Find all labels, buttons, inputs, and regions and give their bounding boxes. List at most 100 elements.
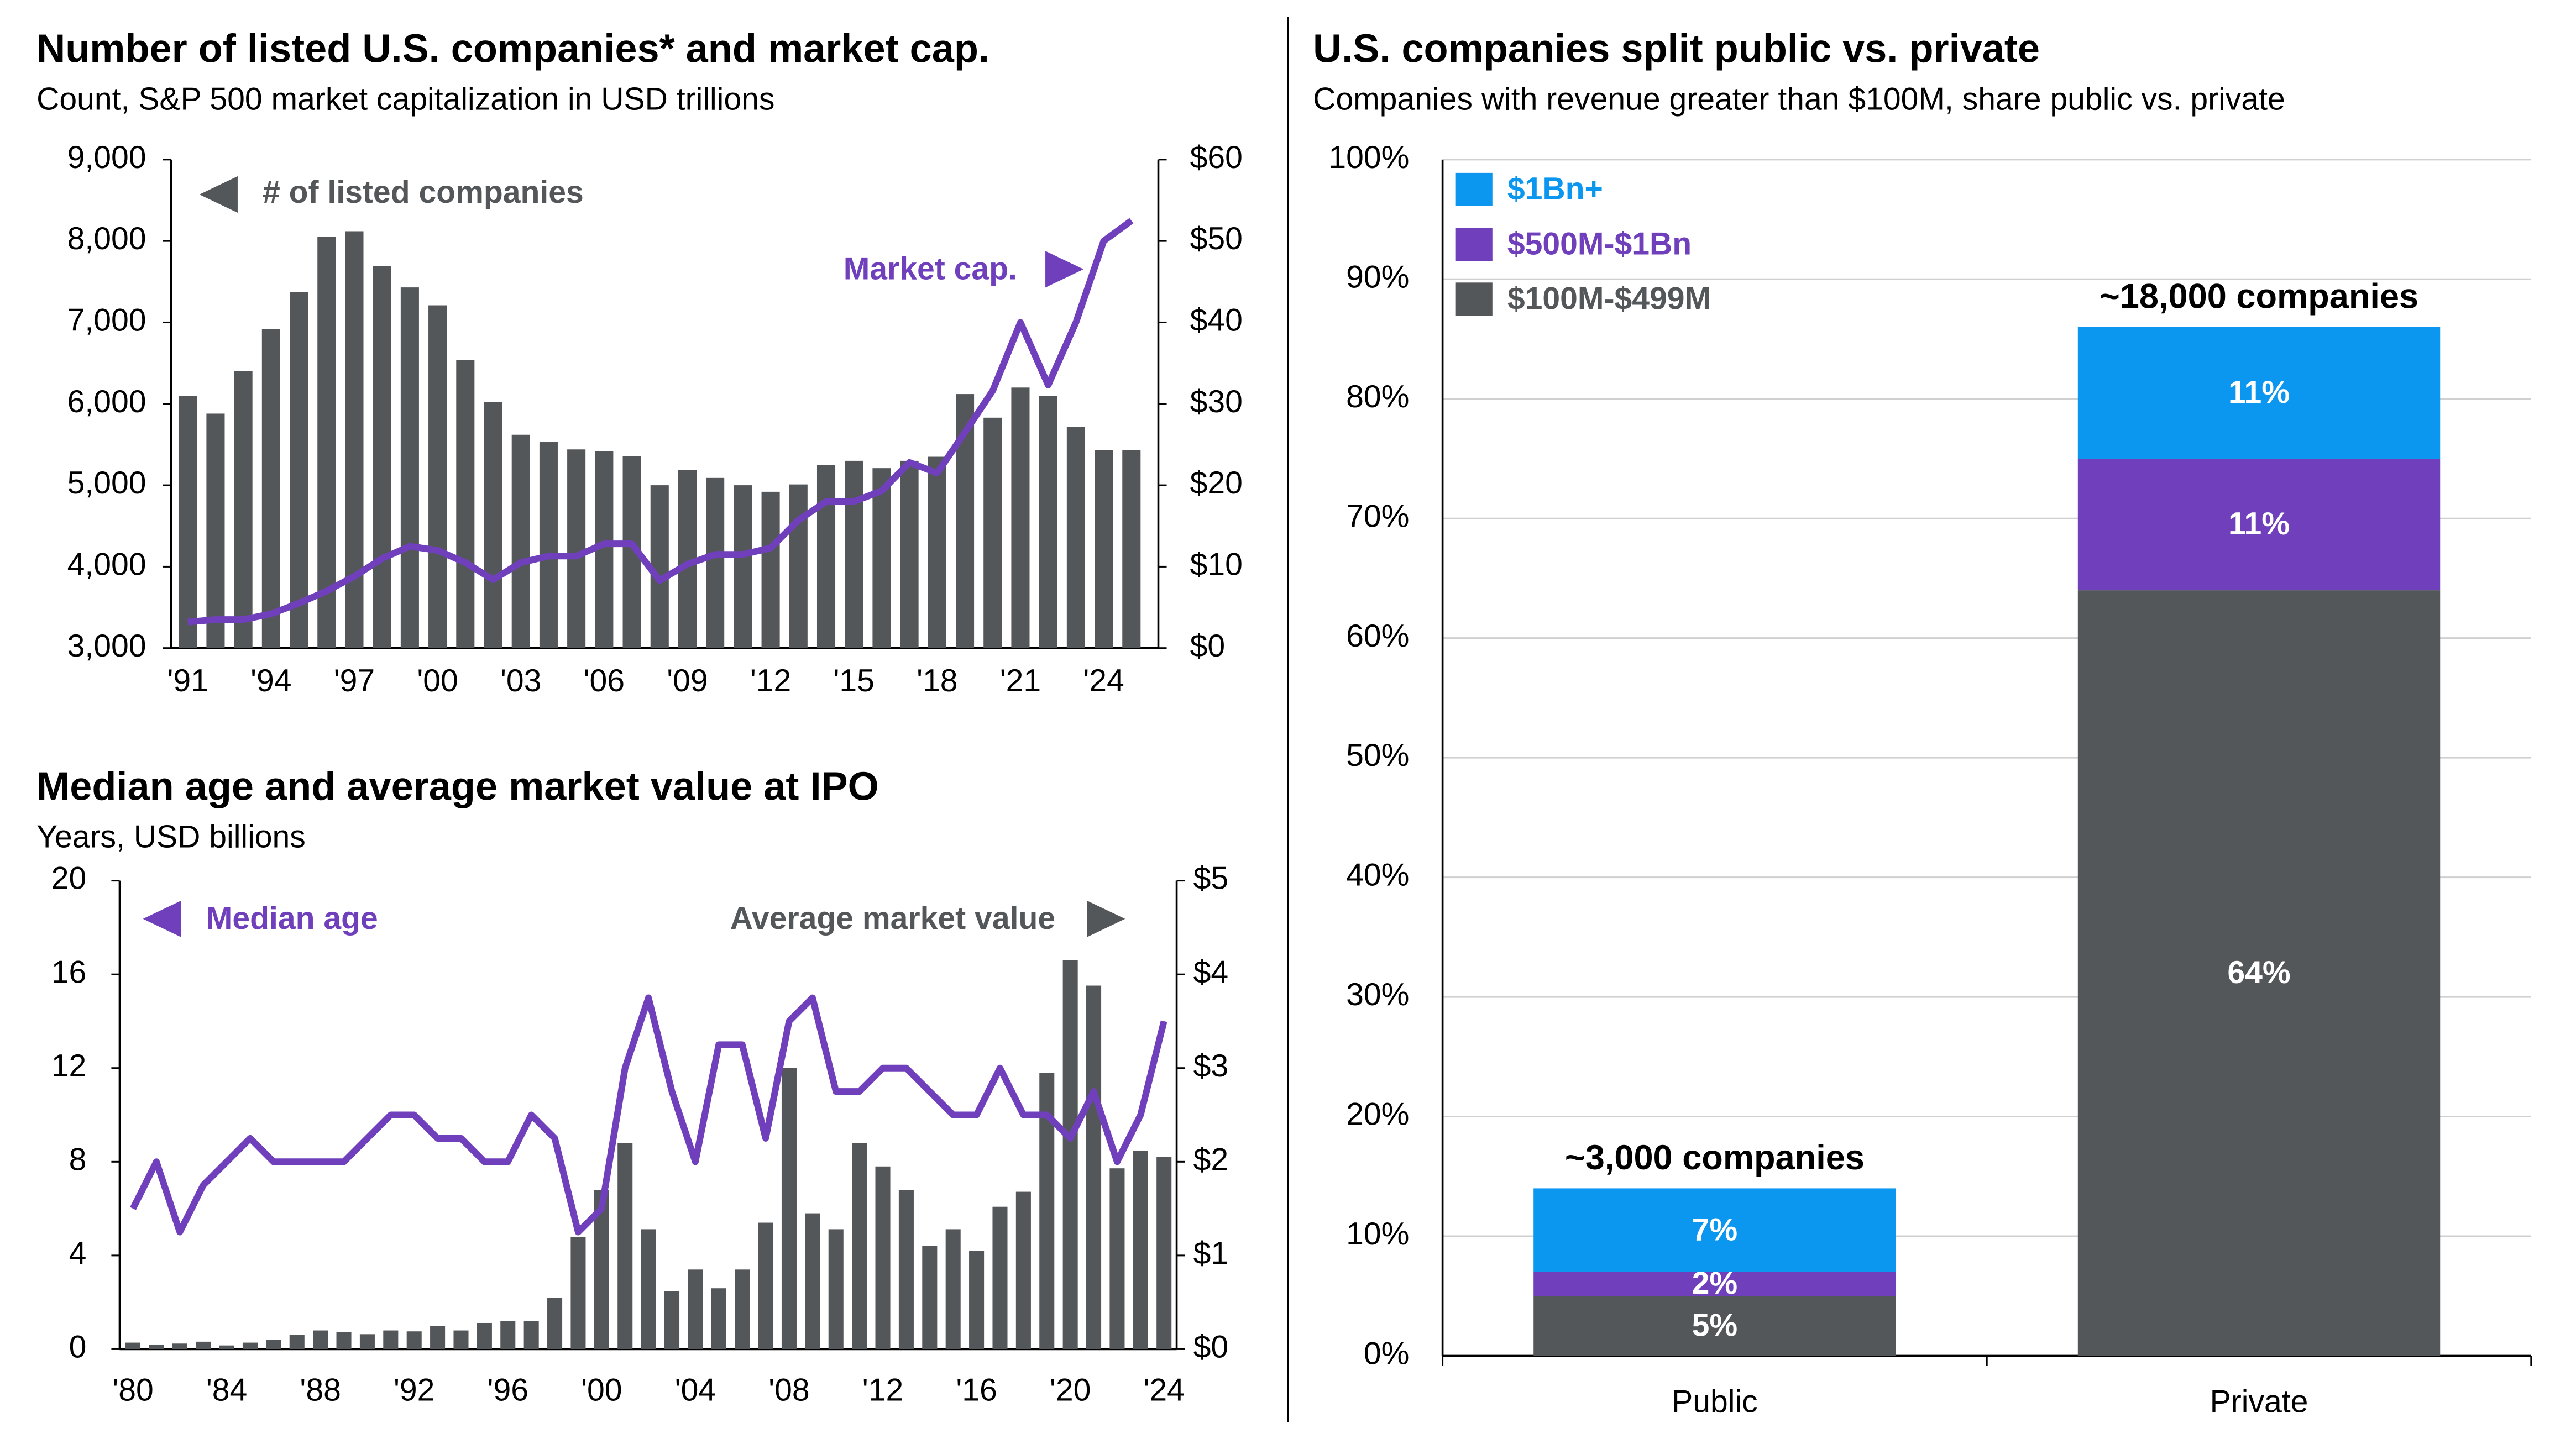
y2-tick-label: $50 xyxy=(1190,221,1243,256)
x-tick-label: '03 xyxy=(500,663,541,699)
bar xyxy=(406,1331,422,1349)
arrow xyxy=(199,176,238,213)
bar xyxy=(345,231,364,648)
x-tick-label: Private xyxy=(2210,1384,2308,1420)
bar xyxy=(758,1222,773,1349)
legend-label: $500M-$1Bn xyxy=(1507,226,1692,261)
bar xyxy=(289,1335,305,1349)
x-tick-label: '20 xyxy=(1050,1373,1091,1408)
bar xyxy=(430,1326,446,1349)
bar xyxy=(805,1213,820,1349)
y-tick-label: 16 xyxy=(51,954,87,990)
bar xyxy=(735,1269,750,1349)
line xyxy=(130,994,1167,1236)
y-tick-label: 10% xyxy=(1346,1216,1409,1252)
y-tick-label: 30% xyxy=(1346,977,1409,1012)
y2-tick-label: $4 xyxy=(1193,954,1229,990)
x-tick-label: '21 xyxy=(1000,663,1041,699)
bar xyxy=(206,413,225,648)
bar xyxy=(1122,450,1141,648)
bar xyxy=(172,1343,187,1349)
bar xyxy=(945,1229,961,1349)
bar xyxy=(149,1344,164,1349)
bar xyxy=(484,402,502,648)
bar xyxy=(290,292,308,648)
total-label: ~18,000 companies xyxy=(2099,277,2418,316)
bar xyxy=(242,1342,258,1349)
bar xyxy=(383,1330,399,1349)
x-tick-label: '24 xyxy=(1083,663,1124,699)
bar xyxy=(234,371,253,648)
bar xyxy=(641,1229,656,1349)
y2-tick-label: $3 xyxy=(1193,1048,1229,1084)
bar xyxy=(992,1206,1008,1349)
chart-subtitle: Companies with revenue greater than $100… xyxy=(1313,82,2285,117)
x-tick-label: '08 xyxy=(768,1373,809,1408)
bar xyxy=(125,1342,141,1349)
bar xyxy=(511,434,530,648)
x-tick-label: '88 xyxy=(300,1373,341,1408)
y-tick-label: 100% xyxy=(1328,140,1409,175)
y-tick-label: 90% xyxy=(1346,259,1409,295)
y2-tick-label: $1 xyxy=(1193,1236,1229,1271)
y-tick-label: 40% xyxy=(1346,858,1409,893)
bar-segment xyxy=(1533,1188,1896,1272)
y-tick-label: 8 xyxy=(69,1142,87,1177)
total-label: ~3,000 companies xyxy=(1565,1138,1865,1177)
bar xyxy=(1039,396,1057,648)
bar xyxy=(875,1166,891,1349)
bar xyxy=(816,465,836,648)
bar xyxy=(523,1321,539,1349)
bar xyxy=(711,1288,726,1349)
bar xyxy=(219,1345,234,1349)
bar xyxy=(453,1330,469,1349)
y-tick-label: 7,000 xyxy=(67,303,146,338)
y2-tick-label: $0 xyxy=(1193,1330,1229,1365)
y2-tick-label: $20 xyxy=(1190,465,1243,501)
arrow xyxy=(143,900,181,937)
bar xyxy=(266,1340,281,1349)
bar xyxy=(1133,1150,1148,1349)
x-tick-label: '16 xyxy=(956,1373,997,1408)
bar xyxy=(313,1330,328,1349)
y-tick-label: 70% xyxy=(1346,498,1409,534)
bar xyxy=(1109,1168,1125,1349)
x-tick-label: '80 xyxy=(112,1373,153,1408)
chart-subtitle: Count, S&P 500 market capitalization in … xyxy=(36,82,774,117)
bar-segment xyxy=(1533,1296,1896,1356)
y2-tick-label: $5 xyxy=(1193,861,1229,896)
x-tick-label: '24 xyxy=(1144,1373,1185,1408)
bar xyxy=(898,1190,914,1349)
data-label: 11% xyxy=(2228,375,2290,410)
x-tick-label: '00 xyxy=(417,663,458,699)
bar xyxy=(922,1246,938,1349)
bar xyxy=(336,1332,352,1349)
bar xyxy=(539,442,558,648)
data-label: 64% xyxy=(2227,955,2290,990)
y-tick-label: 4,000 xyxy=(67,547,146,582)
bar xyxy=(983,417,1002,648)
y2-tick-label: $60 xyxy=(1190,140,1243,175)
y2-tick-label: $2 xyxy=(1193,1142,1229,1177)
y-tick-label: 4 xyxy=(69,1236,87,1271)
y-tick-label: 8,000 xyxy=(67,221,146,256)
bar xyxy=(845,460,863,648)
bar xyxy=(179,396,197,648)
y-tick-label: 80% xyxy=(1346,379,1409,414)
bar xyxy=(617,1143,633,1349)
bar xyxy=(261,329,280,648)
legend-swatch xyxy=(1455,282,1493,316)
data-label: 7% xyxy=(1692,1212,1738,1247)
x-tick-label: '12 xyxy=(862,1373,903,1408)
bar xyxy=(761,491,780,648)
bar xyxy=(872,468,891,648)
y-tick-label: 0% xyxy=(1364,1336,1410,1372)
chart-subtitle: Years, USD billions xyxy=(36,820,306,855)
legend-label: $1Bn+ xyxy=(1507,171,1603,207)
bar xyxy=(1086,985,1102,1349)
bar xyxy=(428,305,447,648)
annotation: # of listed companies xyxy=(263,175,584,210)
bar xyxy=(828,1229,844,1349)
x-tick-label: '06 xyxy=(584,663,625,699)
chart-title: U.S. companies split public vs. private xyxy=(1313,27,2040,71)
